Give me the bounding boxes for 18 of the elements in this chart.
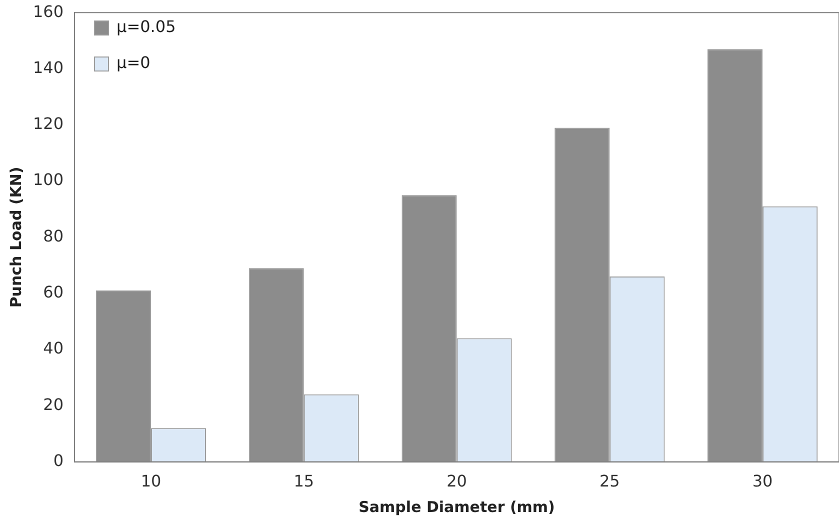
y-tick-label: 140 bbox=[32, 58, 64, 77]
x-tick-label: 30 bbox=[752, 472, 773, 491]
x-tick-label: 20 bbox=[446, 472, 467, 491]
y-tick-label: 100 bbox=[32, 170, 64, 190]
x-tick-label: 25 bbox=[599, 472, 620, 491]
x-axis-title: Sample Diameter (mm) bbox=[358, 498, 555, 516]
legend-label: μ=0.05 bbox=[116, 17, 176, 36]
y-tick-label: 120 bbox=[32, 114, 64, 134]
x-tick-label: 15 bbox=[294, 472, 314, 491]
y-tick-label: 20 bbox=[43, 394, 64, 414]
x-tick-label: 10 bbox=[140, 472, 162, 491]
y-tick-label: 80 bbox=[43, 226, 64, 246]
y-tick-label: 0 bbox=[53, 450, 64, 470]
y-tick-label: 40 bbox=[43, 338, 64, 358]
y-tick-label: 60 bbox=[43, 282, 64, 302]
legend-label: μ=0 bbox=[116, 53, 150, 72]
y-tick-label: 160 bbox=[32, 2, 64, 21]
y-axis-title: Punch Load (KN) bbox=[6, 166, 25, 308]
